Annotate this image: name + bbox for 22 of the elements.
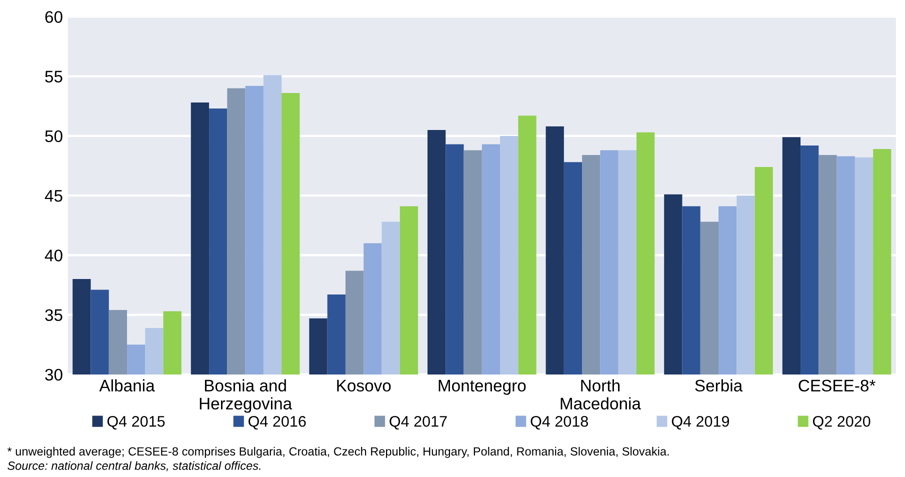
x-tick-label: Montenegro: [438, 380, 526, 395]
source-note: Source: national central banks, statistical offices.: [8, 461, 260, 472]
y-tick-label: 40: [44, 250, 62, 262]
x-tick-label: Bosnia and Herzegovina: [200, 379, 292, 413]
x-tick-label: Albania: [99, 379, 155, 392]
legend-label: Q4 2019: [672, 416, 730, 430]
y-tick-label: 35: [45, 309, 62, 322]
x-tick-label: CESEE-8*: [798, 380, 876, 392]
x-tick-label: Serbia: [695, 379, 743, 392]
legend-label: Q4 2015: [107, 416, 165, 430]
y-tick-label: 30: [45, 368, 62, 381]
legend-label: Q4 2018: [530, 416, 588, 430]
text: * unweighted average; CESEE-8 comprises Bulgaria, Croatia, Czech Republic, Hungary, Poland, Romania, Slovenia, Slovakia.: [7, 446, 669, 458]
y-tick-label: 60: [45, 11, 62, 23]
y-tick-label: 45: [44, 190, 62, 202]
y-tick-label: 55: [45, 70, 62, 83]
x-tick-label: Kosovo: [337, 380, 391, 392]
legend-label: Q2 2020: [812, 416, 870, 430]
legend-label: Q4 2017: [390, 416, 447, 430]
legend-label: Q4 2016: [248, 416, 306, 430]
x-tick-label: North Macedonia: [560, 379, 641, 410]
y-tick-label: 50: [45, 130, 62, 142]
